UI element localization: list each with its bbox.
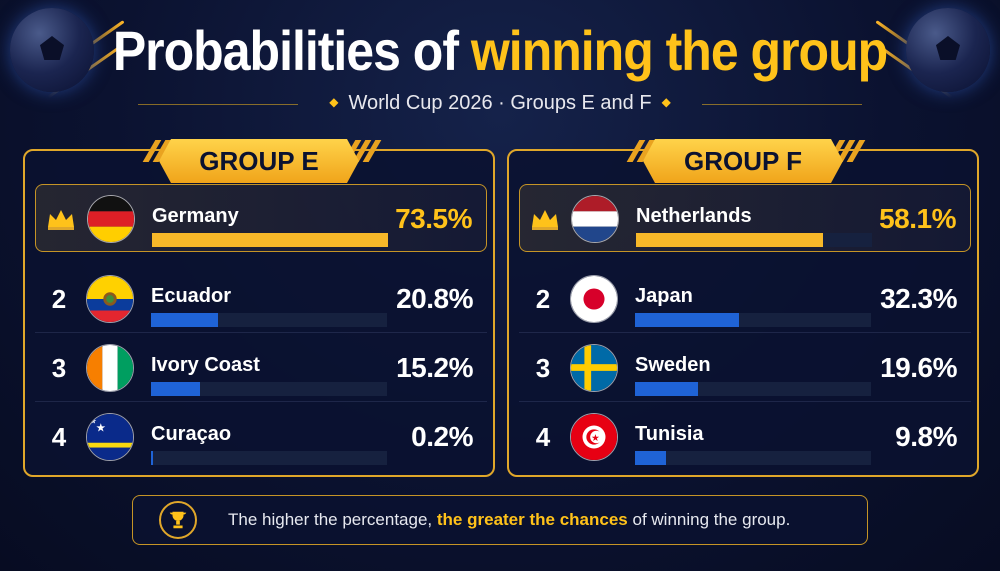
rank-number: 2 <box>535 284 551 314</box>
diamond-icon: ◆ <box>661 95 671 109</box>
rank-number: 3 <box>51 353 67 383</box>
svg-text:★: ★ <box>90 417 97 426</box>
country-name: Ivory Coast <box>151 354 260 376</box>
probability-bar <box>635 451 666 465</box>
ecuador-flag-icon <box>86 275 134 323</box>
probability-bar <box>151 451 153 465</box>
sweden-flag-icon <box>570 344 618 392</box>
team-row: 2 Ecuador 20.8% <box>35 265 487 333</box>
germany-flag-icon <box>87 195 135 243</box>
country-name: Ecuador <box>151 285 232 307</box>
country-name: Sweden <box>635 354 711 376</box>
team-row: 3 Sweden 19.6% <box>519 334 971 402</box>
country-name: Curaçao <box>151 423 232 445</box>
group-f-panel: GROUP F Netherlands 58.1% 2 Japan 32.3% 3 Swed… <box>507 139 979 477</box>
title-highlight: winning the group <box>470 19 888 83</box>
rank-number: 4 <box>535 422 551 452</box>
svg-text:★: ★ <box>591 433 600 444</box>
footer-text: The higher the percentage, the greater t… <box>228 510 791 529</box>
bar-track <box>151 451 387 465</box>
rank-number: 3 <box>535 353 551 383</box>
percentage-label: 73.5% <box>395 203 472 234</box>
country-name: Germany <box>152 205 239 227</box>
subtitle-text: World Cup 2026 · Groups E and F <box>348 92 652 114</box>
group-banner: GROUP F <box>643 139 843 183</box>
divider <box>138 104 298 105</box>
curacao-flag-icon: ★ ★ <box>86 413 134 461</box>
japan-flag-icon <box>570 275 618 323</box>
svg-text:★: ★ <box>96 422 106 434</box>
tunisia-flag-icon: ★ <box>570 413 618 461</box>
rank-number: 4 <box>51 422 67 452</box>
netherlands-flag-icon <box>571 195 619 243</box>
percentage-label: 20.8% <box>396 283 473 314</box>
probability-bar <box>151 313 218 327</box>
group-e-panel: GROUP E Germany 73.5% 2 Ecuador 20.8% 3 Ivory … <box>23 139 495 477</box>
probability-bar <box>635 382 698 396</box>
group-banner: GROUP E <box>159 139 359 183</box>
soccer-ball-icon <box>10 8 94 92</box>
page-title: Probabilities of winning the group <box>0 19 1000 84</box>
team-row: Netherlands 58.1% <box>519 184 971 252</box>
bar-track <box>635 451 871 465</box>
crown-icon <box>532 210 558 230</box>
percentage-label: 0.2% <box>411 421 473 452</box>
probability-bar <box>152 233 388 247</box>
country-name: Tunisia <box>635 423 704 445</box>
bar-track <box>635 313 871 327</box>
bar-track <box>635 382 871 396</box>
team-row: 2 Japan 32.3% <box>519 265 971 333</box>
bar-track <box>151 382 387 396</box>
footer-note: The higher the percentage, the greater t… <box>132 495 868 545</box>
team-row: 4 ★ ★ Curaçao 0.2% <box>35 403 487 471</box>
trophy-icon <box>159 501 197 539</box>
diamond-icon: ◆ <box>329 95 339 109</box>
team-row: 3 Ivory Coast 15.2% <box>35 334 487 402</box>
bar-track <box>151 313 387 327</box>
ivory-coast-flag-icon <box>86 344 134 392</box>
page-subtitle: ◆ World Cup 2026 · Groups E and F ◆ <box>0 92 1000 115</box>
percentage-label: 9.8% <box>895 421 957 452</box>
bar-track <box>152 233 388 247</box>
bar-track <box>636 233 872 247</box>
soccer-ball-icon <box>906 8 990 92</box>
crown-icon <box>48 210 74 230</box>
probability-bar <box>635 313 739 327</box>
rank-number: 2 <box>51 284 67 314</box>
percentage-label: 32.3% <box>880 283 957 314</box>
title-part1: Probabilities of <box>112 19 459 83</box>
team-row: Germany 73.5% <box>35 184 487 252</box>
country-name: Netherlands <box>636 205 752 227</box>
probability-bar <box>151 382 200 396</box>
team-row: 4 ★ Tunisia 9.8% <box>519 403 971 471</box>
probability-bar <box>636 233 823 247</box>
percentage-label: 15.2% <box>396 352 473 383</box>
percentage-label: 58.1% <box>879 203 956 234</box>
divider <box>702 104 862 105</box>
country-name: Japan <box>635 285 693 307</box>
percentage-label: 19.6% <box>880 352 957 383</box>
